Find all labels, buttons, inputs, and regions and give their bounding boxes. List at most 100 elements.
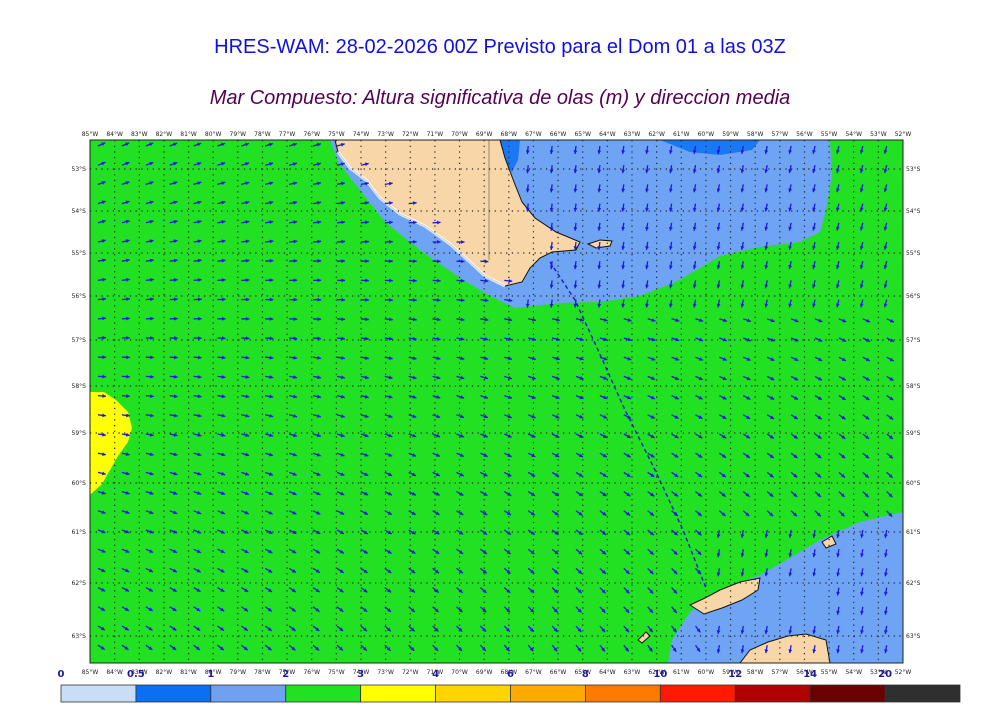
lon-label-bottom: 69°W — [476, 669, 493, 676]
lon-label-top: 69°W — [476, 131, 493, 138]
lon-label-top: 76°W — [303, 131, 320, 138]
lon-label-bottom: 82°W — [156, 669, 173, 676]
lat-label-right: 58°S — [906, 383, 921, 390]
land-islet-1 — [637, 631, 651, 644]
map-frame — [89, 139, 904, 664]
route-line — [549, 261, 707, 589]
lat-label-right: 55°S — [906, 250, 921, 257]
lon-label-bottom: 57°W — [772, 669, 789, 676]
lon-label-top: 83°W — [131, 131, 148, 138]
lon-label-top: 64°W — [599, 131, 616, 138]
lon-label-top: 73°W — [377, 131, 394, 138]
lon-label-bottom: 58°W — [747, 669, 764, 676]
lon-label-top: 84°W — [106, 131, 123, 138]
lon-label-bottom: 61°W — [673, 669, 690, 676]
colorbar-label: 20 — [878, 669, 892, 680]
map-title: HRES-WAM: 28-02-2026 00Z Previsto para e… — [214, 36, 786, 58]
lat-label-right: 63°S — [906, 633, 921, 640]
colorbar-swatch — [510, 684, 586, 703]
lon-label-top: 60°W — [698, 131, 715, 138]
land-islet-2 — [821, 535, 837, 549]
lon-label-top: 66°W — [550, 131, 567, 138]
colorbar-swatch — [135, 684, 212, 703]
lon-label-top: 58°W — [747, 131, 764, 138]
colorbar-swatch — [60, 684, 137, 703]
lon-label-bottom: 59°W — [722, 669, 739, 676]
colorbar-swatch — [659, 684, 736, 703]
colorbar-label: 14 — [803, 669, 817, 680]
lon-label-top: 81°W — [180, 131, 197, 138]
lat-label-right: 59°S — [906, 430, 921, 437]
lon-label-top: 77°W — [279, 131, 296, 138]
coastal-fringe — [336, 151, 506, 288]
lon-label-bottom: 72°W — [402, 669, 419, 676]
lon-label-top: 61°W — [673, 131, 690, 138]
lat-label-left: 55°S — [72, 250, 87, 257]
lon-label-bottom: 64°W — [599, 669, 616, 676]
land-south-shetland — [688, 577, 761, 615]
colorbar-swatch — [360, 684, 436, 703]
lon-label-bottom: 71°W — [427, 669, 444, 676]
lon-label-bottom: 67°W — [525, 669, 542, 676]
colorbar-label: 0 — [58, 669, 65, 680]
lat-label-left: 58°S — [72, 383, 87, 390]
colorbar-label: 1 — [207, 669, 214, 680]
lon-label-top: 56°W — [796, 131, 813, 138]
longitude-labels-top: 85°W 84°W 83°W 82°W 81°W 80°W 79°W 78°W 77°W 76°W… — [82, 131, 912, 138]
lon-label-top: 63°W — [624, 131, 641, 138]
colorbar-swatch — [435, 684, 511, 703]
lon-label-top: 57°W — [772, 131, 789, 138]
longitude-labels-bottom: 85°W 84°W 83°W 82°W 81°W 80°W 79°W 78°W 77°W 76°W… — [82, 669, 912, 676]
lon-label-top: 67°W — [525, 131, 542, 138]
lon-label-top: 59°W — [722, 131, 739, 138]
colorbar-swatch — [285, 684, 362, 703]
lon-label-bottom: 78°W — [254, 669, 271, 676]
sea-region-0-5-1m-east — [660, 140, 760, 155]
lon-label-bottom: 62°W — [648, 669, 665, 676]
lat-label-left: 63°S — [72, 633, 87, 640]
map-subtitle: Mar Compuesto: Altura significativa de o… — [209, 87, 791, 109]
colorbar-label: 8 — [582, 669, 589, 680]
lat-label-left: 56°S — [72, 293, 87, 300]
lat-label-right: 60°S — [906, 480, 921, 487]
colorbar-swatch — [734, 684, 811, 703]
latitude-labels-left: 53°S 54°S 55°S 56°S 57°S 58°S 59°S 60°S 61°S 62°S… — [72, 166, 87, 640]
colorbar-swatch — [210, 684, 287, 703]
lon-label-top: 82°W — [156, 131, 173, 138]
lat-label-left: 62°S — [72, 580, 87, 587]
lon-label-bottom: 56°W — [796, 669, 813, 676]
lon-label-bottom: 81°W — [180, 669, 197, 676]
wave-direction-arrows — [97, 142, 895, 654]
lon-label-top: 79°W — [230, 131, 247, 138]
lon-label-top: 75°W — [328, 131, 345, 138]
colorbar-swatch — [809, 684, 886, 703]
lon-label-top: 62°W — [648, 131, 665, 138]
lon-label-bottom: 55°W — [821, 669, 838, 676]
lon-label-bottom: 83°W — [131, 669, 148, 676]
lon-label-bottom: 53°W — [870, 669, 887, 676]
lon-label-top: 85°W — [82, 131, 99, 138]
lon-label-top: 53°W — [870, 131, 887, 138]
lon-label-bottom: 85°W — [82, 669, 99, 676]
lon-label-bottom: 68°W — [501, 669, 518, 676]
lat-label-left: 53°S — [72, 166, 87, 173]
lat-label-left: 57°S — [72, 337, 87, 344]
lon-label-top: 55°W — [821, 131, 838, 138]
lon-label-bottom: 79°W — [230, 669, 247, 676]
lon-label-bottom: 70°W — [451, 669, 468, 676]
lon-label-bottom: 66°W — [550, 669, 567, 676]
lon-label-top: 54°W — [845, 131, 862, 138]
colorbar-label: 2 — [282, 669, 289, 680]
latitude-labels-right: 53°S 54°S 55°S 56°S 57°S 58°S 59°S 60°S 61°S 62°S… — [906, 166, 921, 640]
colorbar-label: 10 — [653, 669, 667, 680]
colorbar-label: 12 — [728, 669, 742, 680]
lat-label-left: 61°S — [72, 529, 87, 536]
lon-label-bottom: 77°W — [279, 669, 296, 676]
lon-label-top: 80°W — [205, 131, 222, 138]
lon-label-bottom: 75°W — [328, 669, 345, 676]
lon-label-bottom: 84°W — [106, 669, 123, 676]
lat-label-right: 57°S — [906, 337, 921, 344]
lon-label-bottom: 80°W — [205, 669, 222, 676]
